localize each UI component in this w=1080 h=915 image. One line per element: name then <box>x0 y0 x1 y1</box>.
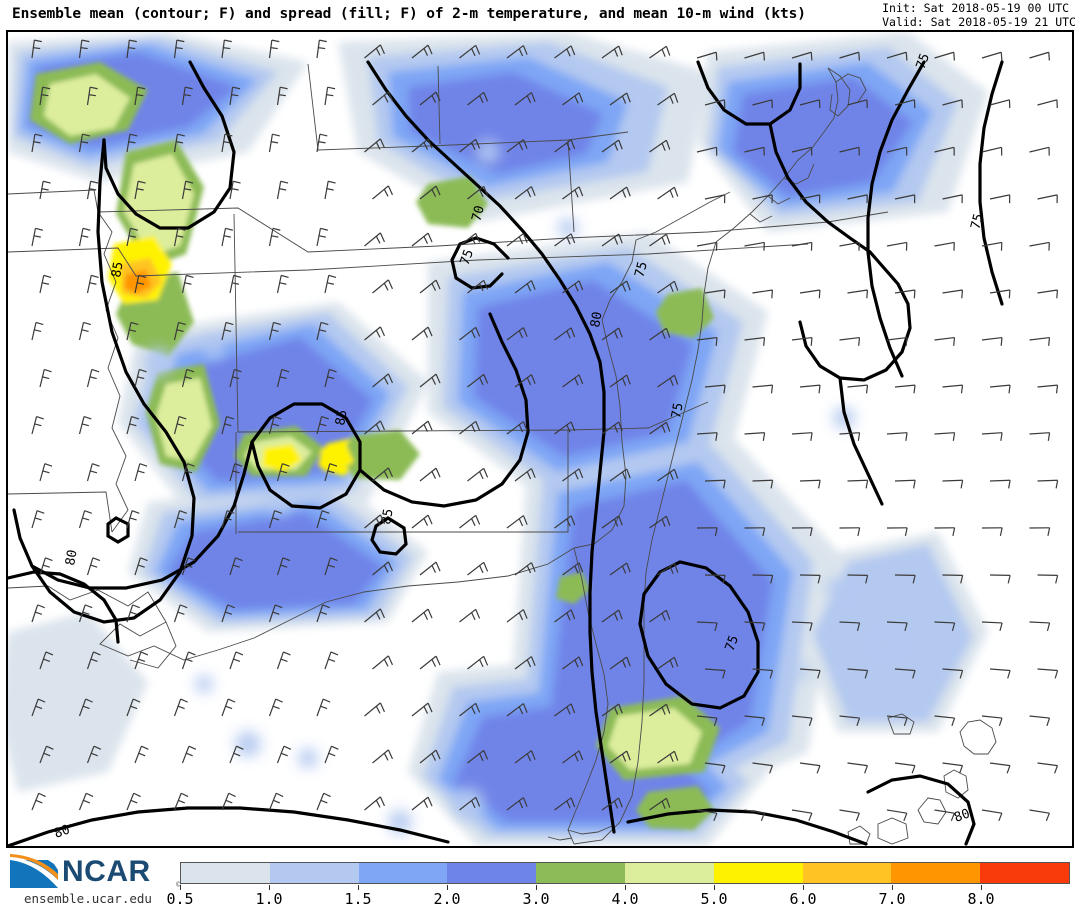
colorbar-segment <box>269 863 359 883</box>
footer: NCAR ensemble.ucar.edu © 0.5 1.0 1.5 2.0 3.0… <box>0 850 1080 915</box>
map-panel[interactable]: 70 75 75 75 75 75 75 80 80 80 85 85 85 8… <box>6 30 1074 848</box>
colorbar-tick-label: 8.0 <box>967 890 995 908</box>
contour-label: 75 <box>968 212 987 231</box>
colorbar-ticks: 0.5 1.0 1.5 2.0 3.0 4.0 5.0 6.0 7.0 8.0 <box>166 885 1070 910</box>
colorbar-tick <box>536 885 537 890</box>
contour-label: 85 <box>333 409 350 427</box>
contour-label: 75 <box>632 260 651 279</box>
colorbar-segment <box>536 863 625 883</box>
contour-label: 80 <box>63 549 80 567</box>
colorbar-tick-label: 6.0 <box>789 890 817 908</box>
spread-high-cores <box>30 62 720 830</box>
colorbar-tick <box>269 885 270 890</box>
colorbar-tick <box>892 885 893 890</box>
colorbar-tick-label: 5.0 <box>700 890 728 908</box>
colorbar-segment <box>624 863 714 883</box>
ncar-logo-text: NCAR <box>62 855 151 888</box>
colorbar-segment <box>358 863 448 883</box>
colorbar-tick-label: 3.0 <box>522 890 550 908</box>
colorbar-segment <box>713 863 803 883</box>
colorbar-tick-label: 4.0 <box>611 890 639 908</box>
colorbar-tick-label: 0.5 <box>166 890 194 908</box>
init-time-label: Init: Sat 2018-05-19 00 UTC <box>882 1 1070 15</box>
colorbar-tick <box>358 885 359 890</box>
colorbar-segment <box>802 863 892 883</box>
ncar-logo-mark <box>10 854 58 888</box>
contour-label: 85 <box>109 261 126 279</box>
colorbar-tick-label: 1.5 <box>344 890 372 908</box>
page-title: Ensemble mean (contour; F) and spread (f… <box>12 6 806 22</box>
colorbar-tick-label: 7.0 <box>878 890 906 908</box>
colorbar-tick <box>714 885 715 890</box>
colorbar[interactable]: 0.5 1.0 1.5 2.0 3.0 4.0 5.0 6.0 7.0 8.0 <box>166 862 1075 910</box>
contour-label: 75 <box>723 634 742 654</box>
colorbar-tick <box>803 885 804 890</box>
colorbar-tick <box>180 885 181 890</box>
colorbar-tick <box>625 885 626 890</box>
contour-label: 80 <box>52 822 72 841</box>
ncar-logo[interactable]: NCAR ensemble.ucar.edu <box>4 854 170 910</box>
spread-speckles <box>144 140 897 834</box>
spread-fill-layer <box>8 32 988 846</box>
colorbar-tick <box>981 885 982 890</box>
contour-label: 75 <box>914 52 933 72</box>
colorbar-tick-label: 2.0 <box>433 890 461 908</box>
contour-label: 80 <box>588 311 605 329</box>
contour-label: 80 <box>952 806 972 825</box>
colorbar-segment <box>891 863 981 883</box>
colorbar-segment <box>980 863 1069 883</box>
header: Ensemble mean (contour; F) and spread (f… <box>0 0 1080 30</box>
colorbar-tick-label: 1.0 <box>255 890 283 908</box>
colorbar-segment <box>447 863 537 883</box>
copyright-mark: © <box>176 880 181 889</box>
forecast-timestamps: Init: Sat 2018-05-19 00 UTC Valid: Sat 2… <box>882 1 1076 29</box>
contour-label: 75 <box>458 248 477 268</box>
contour-layer <box>8 60 1004 846</box>
contour-labels: 70 75 75 75 75 75 75 80 80 80 85 85 85 8… <box>52 52 987 842</box>
colorbar-segment <box>181 863 270 883</box>
contour-label: 75 <box>669 402 686 420</box>
contour-label: 70 <box>469 204 488 223</box>
colorbar-strip[interactable] <box>180 862 1070 884</box>
valid-time-label: Valid: Sat 2018-05-19 21 UTC <box>882 15 1076 29</box>
ncar-logo-url: ensemble.ucar.edu <box>24 891 152 906</box>
colorbar-tick <box>447 885 448 890</box>
weather-map-svg[interactable]: 70 75 75 75 75 75 75 80 80 80 85 85 85 8… <box>8 32 1072 846</box>
geography-layer <box>8 63 997 845</box>
